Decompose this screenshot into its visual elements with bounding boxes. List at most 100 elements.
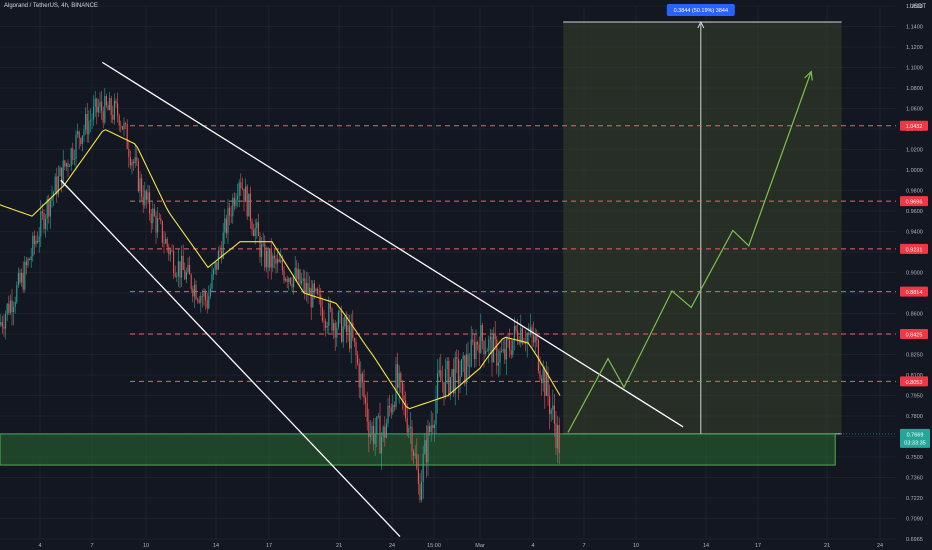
candle-body: [237, 195, 239, 200]
candle-body: [417, 468, 419, 484]
candle-body: [9, 300, 11, 313]
currency-label[interactable]: USDT: [909, 4, 926, 10]
candle-body: [272, 255, 274, 268]
candle-body: [422, 453, 424, 482]
candle-body: [225, 218, 227, 234]
measure-badge: [666, 4, 735, 16]
candle-body: [405, 400, 407, 418]
candle-body: [526, 334, 528, 344]
candle-body: [379, 415, 381, 454]
level-label: 0.9231: [906, 247, 923, 253]
candle-body: [435, 398, 437, 425]
candle-body: [149, 192, 151, 214]
candle-body: [187, 264, 189, 273]
candle-body: [35, 240, 37, 245]
candle-body: [137, 160, 139, 192]
candle-body: [78, 131, 80, 139]
candle-body: [56, 176, 58, 195]
time-axis: 4 7 10 14 17 21 24 15:00 Mar 4 7 10 14 17 21 24: [38, 543, 883, 549]
candle-body: [245, 186, 247, 203]
candle-body: [5, 314, 7, 329]
candle-body: [128, 148, 130, 158]
candle-body: [381, 436, 383, 454]
candle-body: [462, 355, 464, 360]
candle-body: [246, 186, 248, 217]
candle-body: [333, 323, 335, 331]
candle-body: [413, 451, 415, 456]
candle-body: [469, 366, 471, 367]
candle-body: [264, 243, 266, 268]
candle-body: [65, 163, 67, 167]
candle-body: [189, 264, 191, 275]
candle-body: [64, 160, 66, 167]
candle-body: [544, 368, 546, 396]
candle-body: [557, 425, 559, 449]
candle-body: [62, 160, 64, 186]
y-tick-label: 1.0200: [906, 148, 923, 154]
candle-body: [129, 157, 131, 166]
candle-body: [105, 96, 107, 106]
candle-body: [14, 301, 16, 307]
candle-body: [382, 426, 384, 437]
measure-arrow-head: [697, 20, 705, 29]
candle-body: [377, 415, 379, 417]
candle-body: [89, 120, 91, 122]
y-tick-label: 1.0800: [906, 86, 923, 92]
y-tick-label: 0.9600: [906, 209, 923, 215]
trendline: [60, 179, 401, 537]
candle-body: [145, 190, 147, 200]
y-tick-label: 0.7950: [906, 394, 923, 400]
candle-body: [347, 325, 349, 332]
y-tick-label: 0.8250: [906, 353, 923, 359]
candle-body: [449, 376, 451, 395]
candle-body: [277, 259, 279, 264]
candle-body: [326, 325, 328, 328]
x-tick-label: 17: [266, 543, 272, 549]
projection-arrowhead: [804, 70, 813, 81]
y-tick-label: 0.6965: [906, 537, 923, 543]
candle-body: [59, 167, 61, 177]
candle-body: [309, 287, 311, 295]
level-badge: [900, 196, 928, 207]
candle-body: [376, 416, 378, 434]
candle-body: [40, 211, 42, 237]
level-label: 0.8814: [906, 290, 923, 296]
candle-body: [509, 340, 511, 351]
candle-body: [257, 222, 259, 236]
price-axis: 1.1600 1.1400 1.1200 1.1000 1.0800 1.0600 1.04…: [900, 4, 930, 543]
current-price-label: 0.7669: [907, 432, 924, 438]
x-tick-label: 14: [703, 543, 709, 549]
candle-body: [374, 433, 376, 444]
x-tick-label: 24: [877, 543, 883, 549]
candle-body: [344, 316, 346, 327]
candle-body: [501, 350, 503, 352]
y-tick-label: 0.8100: [906, 373, 923, 379]
candle-body: [30, 256, 32, 260]
candle-body: [33, 235, 35, 245]
candle-body: [456, 357, 458, 360]
candle-body: [45, 218, 47, 230]
candle-body: [201, 295, 203, 297]
candle-body: [545, 372, 547, 396]
candle-body: [384, 426, 386, 438]
candle-body: [553, 405, 555, 424]
candle-body: [507, 338, 509, 341]
candle-body: [57, 176, 59, 195]
projection-path: [567, 70, 813, 433]
candle-body: [195, 284, 197, 300]
candle-body: [414, 453, 416, 456]
trendline: [102, 61, 684, 428]
candle-body: [353, 337, 355, 343]
candle-body: [397, 364, 399, 388]
candle-body: [85, 113, 87, 130]
candle-body: [179, 261, 181, 278]
candle-body: [541, 378, 543, 384]
candle-body: [357, 354, 359, 364]
candle-body: [254, 227, 256, 237]
candle-body: [480, 325, 482, 353]
candle-body: [433, 424, 435, 428]
candle-body: [213, 269, 215, 275]
candle-body: [481, 325, 483, 341]
candle-body: [46, 199, 48, 219]
